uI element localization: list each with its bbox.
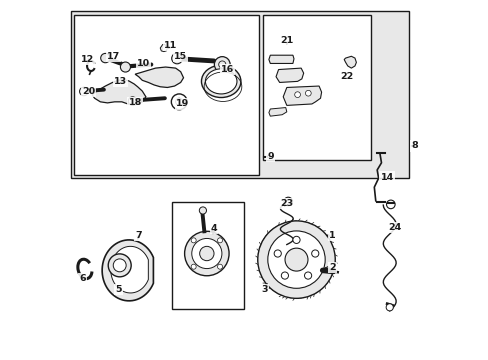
Polygon shape xyxy=(268,55,293,63)
Circle shape xyxy=(80,87,88,96)
Text: 6: 6 xyxy=(79,274,85,283)
Circle shape xyxy=(386,200,394,209)
Circle shape xyxy=(199,207,206,214)
Text: 16: 16 xyxy=(220,65,233,74)
Circle shape xyxy=(386,304,392,311)
Polygon shape xyxy=(160,44,167,51)
Ellipse shape xyxy=(205,69,237,94)
Circle shape xyxy=(113,259,126,272)
Circle shape xyxy=(108,254,131,277)
Polygon shape xyxy=(344,56,356,68)
Circle shape xyxy=(305,90,310,96)
Text: 23: 23 xyxy=(280,199,293,208)
Circle shape xyxy=(294,92,300,98)
Circle shape xyxy=(217,238,222,243)
Circle shape xyxy=(274,250,281,257)
Circle shape xyxy=(284,197,292,206)
Circle shape xyxy=(267,231,325,288)
Circle shape xyxy=(199,246,214,261)
Circle shape xyxy=(218,61,225,68)
Text: 2: 2 xyxy=(328,264,335,273)
Text: 13: 13 xyxy=(114,77,127,86)
Circle shape xyxy=(285,248,307,271)
Text: 7: 7 xyxy=(135,231,142,240)
Text: 10: 10 xyxy=(137,59,150,68)
Circle shape xyxy=(171,94,187,110)
Text: 15: 15 xyxy=(174,52,187,61)
Circle shape xyxy=(101,53,110,63)
Text: 11: 11 xyxy=(164,41,177,50)
Circle shape xyxy=(304,272,311,279)
Circle shape xyxy=(217,264,222,269)
Circle shape xyxy=(191,264,196,269)
Text: 3: 3 xyxy=(261,285,267,294)
Circle shape xyxy=(175,98,183,105)
Polygon shape xyxy=(102,240,153,301)
Circle shape xyxy=(311,250,318,257)
Text: 12: 12 xyxy=(81,55,94,64)
Circle shape xyxy=(292,236,300,243)
Text: 22: 22 xyxy=(339,72,353,81)
Circle shape xyxy=(257,221,335,298)
Circle shape xyxy=(214,57,230,72)
Polygon shape xyxy=(92,80,145,105)
Text: 5: 5 xyxy=(115,285,122,294)
Text: 18: 18 xyxy=(128,98,142,107)
Polygon shape xyxy=(268,108,286,116)
Bar xyxy=(263,15,370,160)
Text: 8: 8 xyxy=(410,141,417,150)
Circle shape xyxy=(191,238,222,269)
Circle shape xyxy=(128,97,137,105)
Circle shape xyxy=(191,238,196,243)
Circle shape xyxy=(281,272,288,279)
Text: 4: 4 xyxy=(210,224,217,233)
Polygon shape xyxy=(283,86,321,105)
Text: 1: 1 xyxy=(328,231,335,240)
Text: 14: 14 xyxy=(380,173,393,182)
Polygon shape xyxy=(276,68,303,82)
Bar xyxy=(74,15,258,175)
Circle shape xyxy=(171,53,182,64)
Circle shape xyxy=(120,62,130,72)
Circle shape xyxy=(184,231,228,276)
Polygon shape xyxy=(135,67,183,87)
Text: 19: 19 xyxy=(176,99,189,108)
Text: 9: 9 xyxy=(266,152,273,161)
Text: 20: 20 xyxy=(82,86,95,95)
Text: 24: 24 xyxy=(387,223,400,232)
Text: 17: 17 xyxy=(107,52,120,61)
Bar xyxy=(172,202,244,309)
Polygon shape xyxy=(111,246,148,293)
Text: 21: 21 xyxy=(280,36,293,45)
Bar xyxy=(70,12,408,178)
Ellipse shape xyxy=(201,65,241,98)
